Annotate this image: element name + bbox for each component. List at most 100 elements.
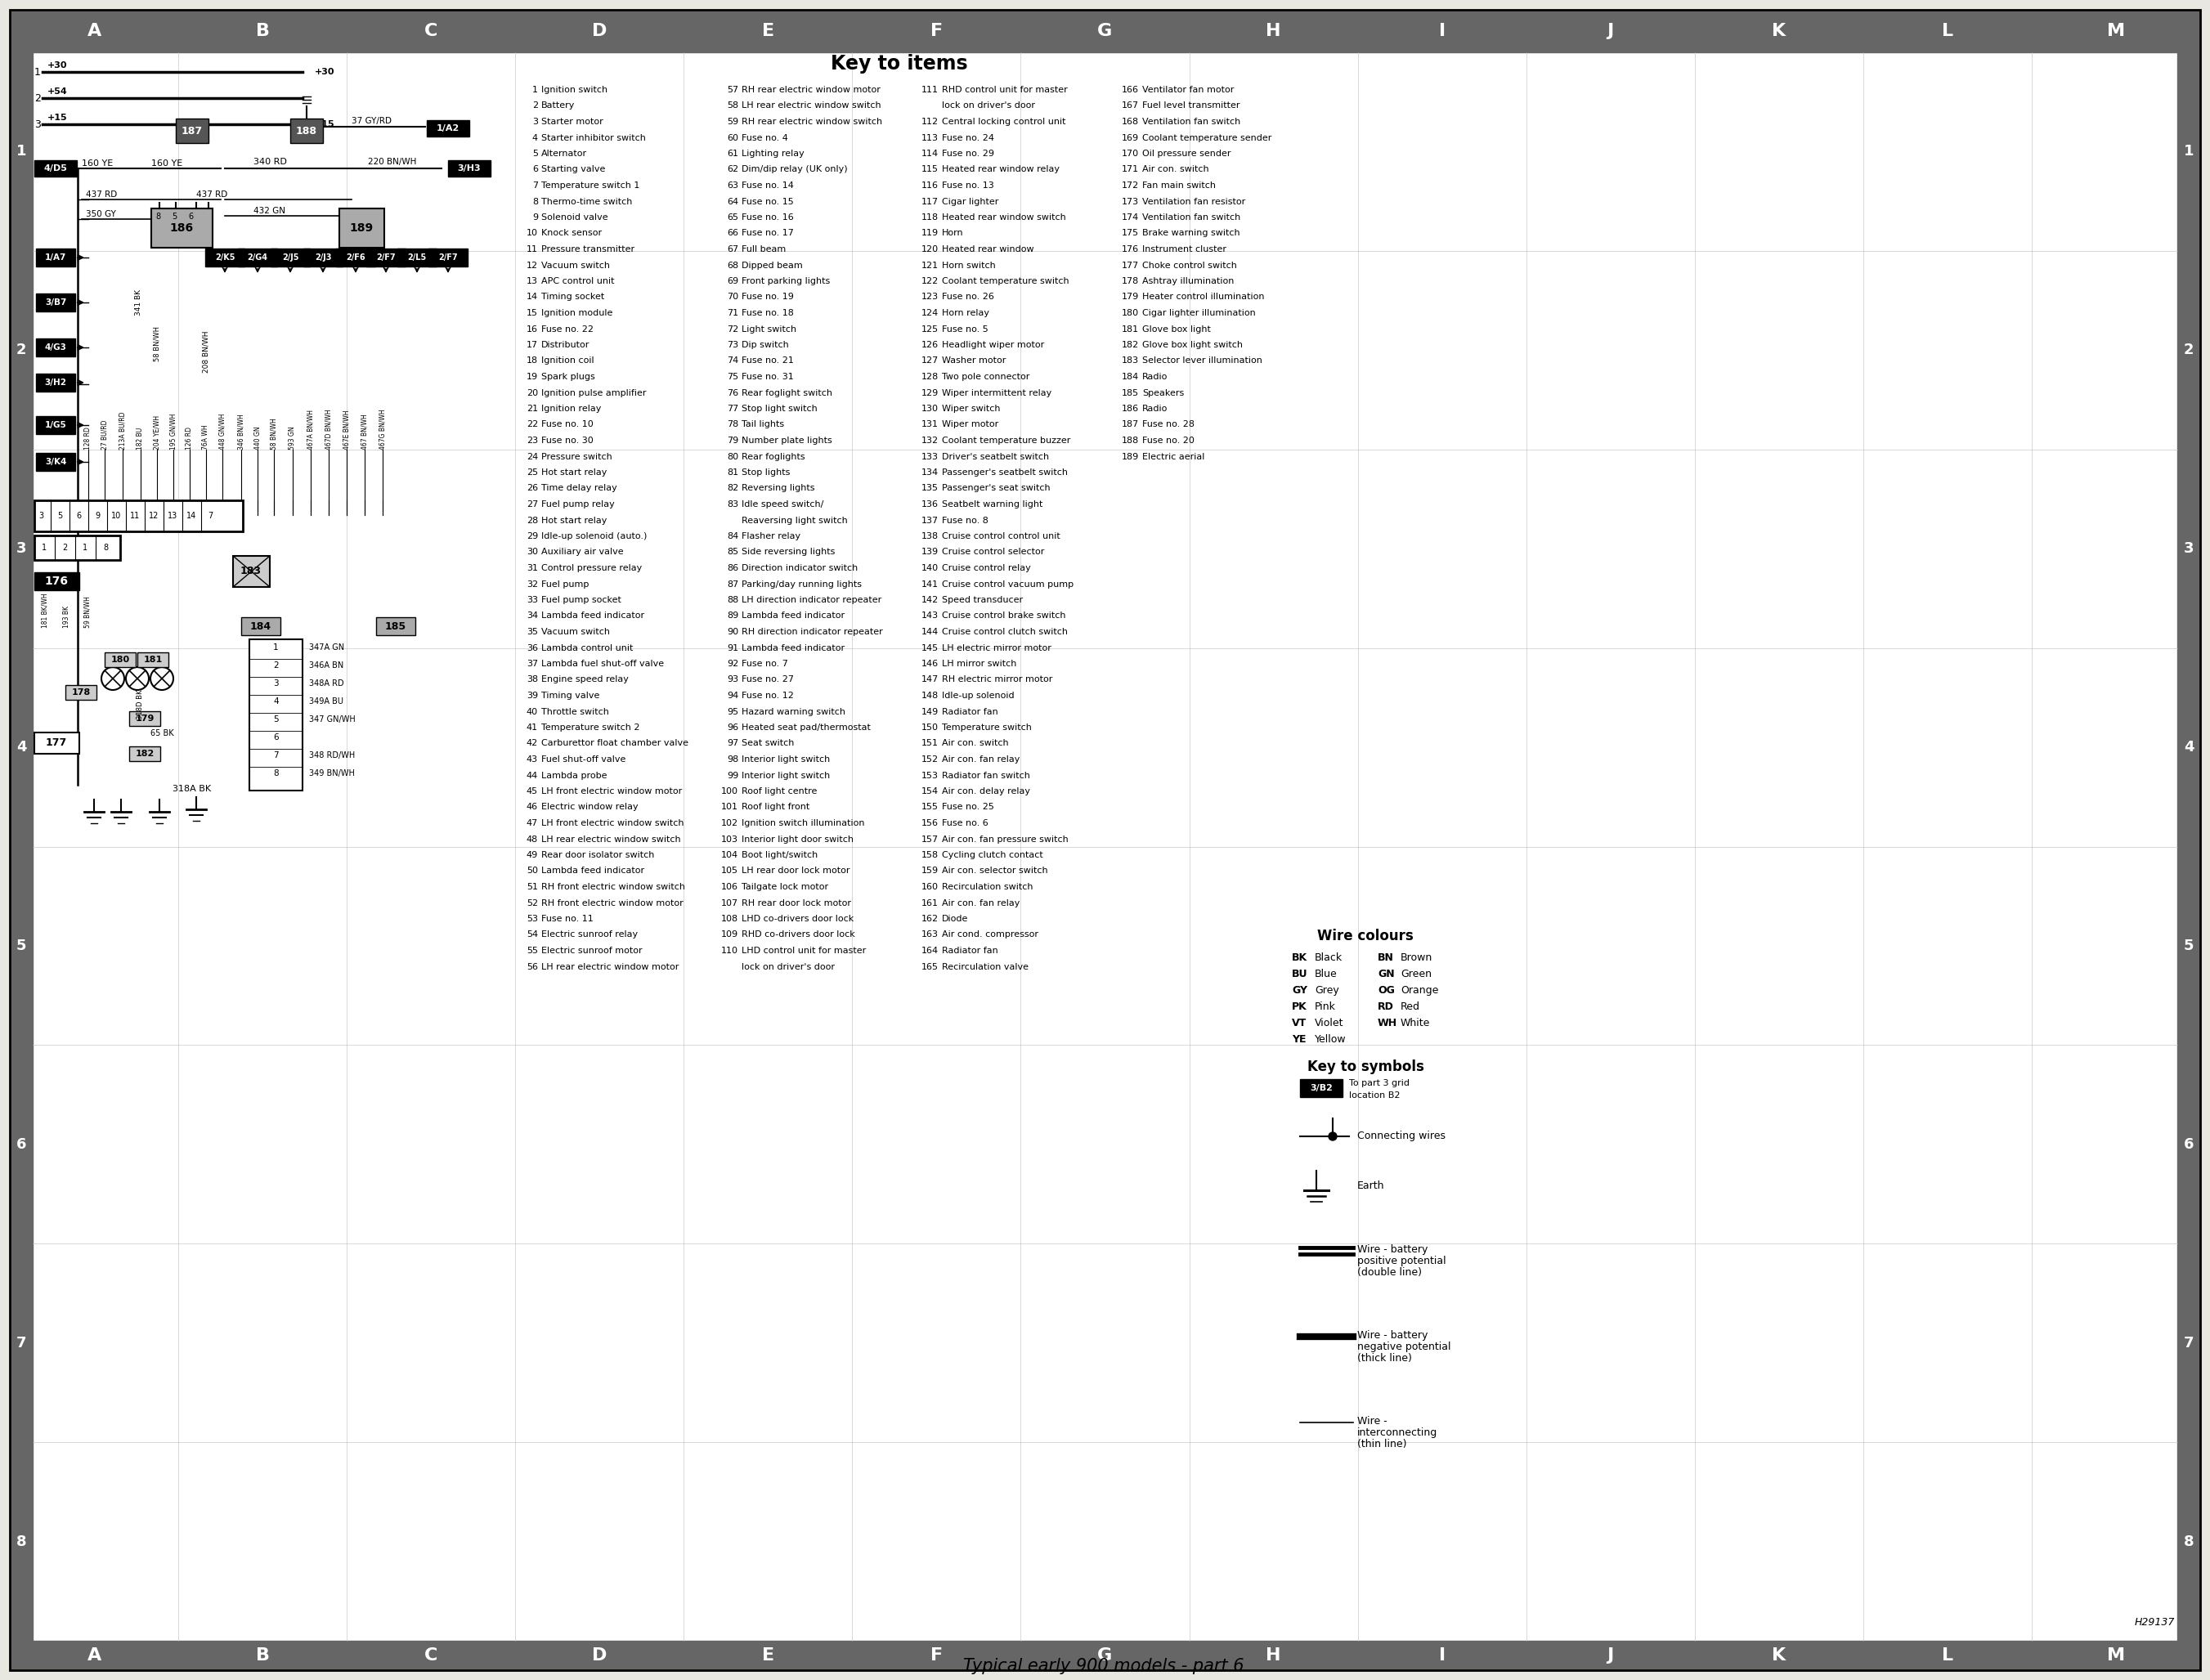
Text: 432 GN: 432 GN bbox=[254, 207, 285, 215]
Text: +30: +30 bbox=[46, 60, 69, 69]
Text: Fuel pump: Fuel pump bbox=[541, 580, 590, 588]
Text: Control pressure relay: Control pressure relay bbox=[541, 564, 643, 573]
Text: 1/A7: 1/A7 bbox=[44, 254, 66, 262]
Text: Instrument cluster: Instrument cluster bbox=[1143, 245, 1227, 254]
Text: Speed transducer: Speed transducer bbox=[941, 596, 1023, 605]
Text: 2/F7: 2/F7 bbox=[438, 254, 457, 262]
Text: 2/J3: 2/J3 bbox=[314, 254, 332, 262]
Text: Electric aerial: Electric aerial bbox=[1143, 452, 1204, 460]
Text: 156: 156 bbox=[922, 820, 939, 827]
Text: 153: 153 bbox=[922, 771, 939, 780]
Circle shape bbox=[1328, 1132, 1337, 1141]
Text: 18: 18 bbox=[526, 356, 537, 365]
Text: 64: 64 bbox=[727, 198, 738, 205]
Text: 1: 1 bbox=[82, 544, 88, 551]
Text: 6: 6 bbox=[533, 166, 537, 173]
Text: 154: 154 bbox=[922, 788, 939, 795]
Text: 4: 4 bbox=[15, 739, 27, 754]
Text: 6: 6 bbox=[15, 1137, 27, 1152]
Text: 170: 170 bbox=[1123, 150, 1138, 158]
Text: K: K bbox=[1772, 1648, 1786, 1663]
Text: 27: 27 bbox=[526, 501, 537, 509]
Text: 166: 166 bbox=[1123, 86, 1138, 94]
Text: 124: 124 bbox=[922, 309, 939, 318]
Text: Typical early 900 models - part 6: Typical early 900 models - part 6 bbox=[964, 1658, 1244, 1675]
Text: 120: 120 bbox=[922, 245, 939, 254]
Text: 437 RD: 437 RD bbox=[86, 190, 117, 198]
Text: Dip switch: Dip switch bbox=[743, 341, 789, 349]
Text: Pressure switch: Pressure switch bbox=[541, 452, 612, 460]
Text: Lambda probe: Lambda probe bbox=[541, 771, 608, 780]
Text: 4: 4 bbox=[533, 134, 537, 141]
Text: +30: +30 bbox=[314, 67, 334, 76]
Text: Spark plugs: Spark plugs bbox=[541, 373, 594, 381]
Text: 9: 9 bbox=[533, 213, 537, 222]
Text: Tail lights: Tail lights bbox=[743, 420, 785, 428]
Bar bbox=[340, 208, 385, 247]
Text: 3/B7: 3/B7 bbox=[44, 299, 66, 306]
Text: 86: 86 bbox=[727, 564, 738, 573]
Text: 5: 5 bbox=[2183, 939, 2195, 953]
Text: Seatbelt warning light: Seatbelt warning light bbox=[941, 501, 1043, 509]
Text: Wiper intermittent relay: Wiper intermittent relay bbox=[941, 388, 1052, 396]
Text: 169: 169 bbox=[1123, 134, 1138, 141]
Text: 2/F6: 2/F6 bbox=[347, 254, 365, 262]
Bar bbox=[9, 52, 33, 250]
Text: Earth: Earth bbox=[1357, 1179, 1386, 1191]
Text: Ignition coil: Ignition coil bbox=[541, 356, 594, 365]
Text: 150: 150 bbox=[922, 724, 939, 732]
Bar bbox=[367, 249, 404, 267]
Text: LHD control unit for master: LHD control unit for master bbox=[743, 948, 866, 954]
Text: 59 BN/WH: 59 BN/WH bbox=[84, 596, 91, 628]
Text: 341 BK: 341 BK bbox=[135, 289, 144, 316]
Text: 158: 158 bbox=[922, 852, 939, 858]
Bar bbox=[239, 249, 276, 267]
Text: Lambda fuel shut-off valve: Lambda fuel shut-off valve bbox=[541, 660, 663, 669]
Text: Air con. switch: Air con. switch bbox=[1143, 166, 1209, 173]
Text: 148: 148 bbox=[922, 692, 939, 701]
Text: 184: 184 bbox=[250, 622, 272, 632]
Text: Wire - battery: Wire - battery bbox=[1357, 1331, 1428, 1341]
Text: 8: 8 bbox=[155, 213, 161, 220]
Text: 186: 186 bbox=[1123, 405, 1138, 413]
Text: 125: 125 bbox=[922, 324, 939, 333]
Text: 3: 3 bbox=[2183, 541, 2195, 556]
Text: lock on driver's door: lock on driver's door bbox=[743, 963, 835, 971]
Text: 112: 112 bbox=[922, 118, 939, 126]
Text: Ignition module: Ignition module bbox=[541, 309, 612, 318]
Bar bbox=[35, 501, 243, 531]
Text: 185: 185 bbox=[1123, 388, 1138, 396]
Text: 173: 173 bbox=[1123, 198, 1138, 205]
Text: L: L bbox=[1943, 24, 1954, 39]
Text: 24: 24 bbox=[526, 452, 537, 460]
Text: Air con. fan pressure switch: Air con. fan pressure switch bbox=[941, 835, 1067, 843]
Text: Rear foglights: Rear foglights bbox=[743, 452, 804, 460]
Text: 126: 126 bbox=[922, 341, 939, 349]
Text: 44: 44 bbox=[526, 771, 537, 780]
Text: Cruise control control unit: Cruise control control unit bbox=[941, 533, 1061, 541]
Text: 3/H2: 3/H2 bbox=[44, 378, 66, 386]
Text: 111: 111 bbox=[922, 86, 939, 94]
Text: 34: 34 bbox=[526, 612, 537, 620]
Text: 11: 11 bbox=[526, 245, 537, 254]
Text: Lambda feed indicator: Lambda feed indicator bbox=[743, 612, 844, 620]
Text: Wiper switch: Wiper switch bbox=[941, 405, 1001, 413]
Text: Radio: Radio bbox=[1143, 373, 1167, 381]
Text: 89: 89 bbox=[727, 612, 738, 620]
Text: 35: 35 bbox=[526, 628, 537, 637]
Text: Green: Green bbox=[1401, 969, 1432, 979]
Text: Grey: Grey bbox=[1315, 984, 1339, 996]
Bar bbox=[9, 1441, 33, 1641]
Text: 76: 76 bbox=[727, 388, 738, 396]
Text: negative potential: negative potential bbox=[1357, 1342, 1450, 1352]
Text: Fuse no. 8: Fuse no. 8 bbox=[941, 516, 988, 524]
Text: 177: 177 bbox=[1120, 260, 1138, 269]
Text: Ignition switch illumination: Ignition switch illumination bbox=[743, 820, 864, 827]
Text: Two pole connector: Two pole connector bbox=[941, 373, 1030, 381]
Text: Ventilation fan switch: Ventilation fan switch bbox=[1143, 118, 1240, 126]
Text: Boot light/switch: Boot light/switch bbox=[743, 852, 818, 858]
Text: BN: BN bbox=[1377, 953, 1395, 963]
Text: 48: 48 bbox=[526, 835, 537, 843]
Text: 104: 104 bbox=[720, 852, 738, 858]
Text: 85: 85 bbox=[727, 548, 738, 556]
